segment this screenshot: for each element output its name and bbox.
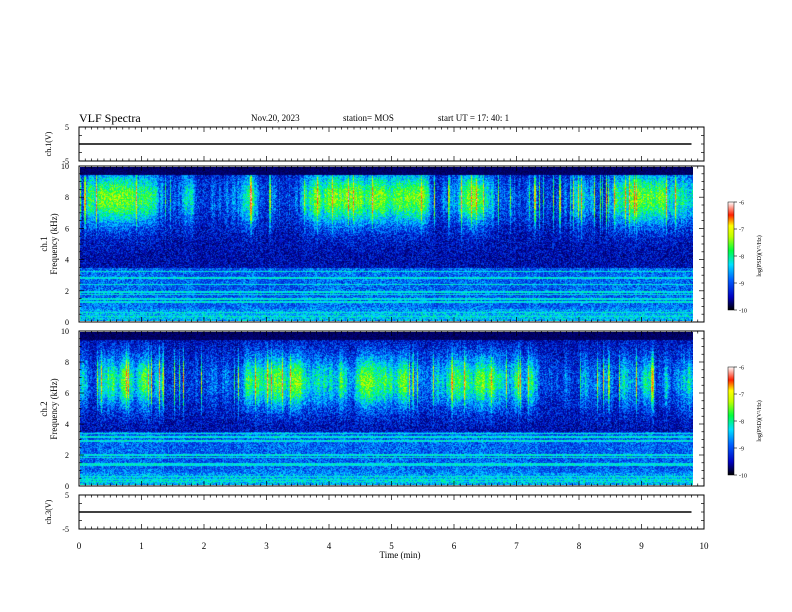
x-tick-label: 0	[77, 541, 82, 551]
y-tick-label: 8	[65, 358, 69, 367]
y-tick-label: 4	[65, 420, 69, 429]
colorbar-tick-label: -8	[739, 420, 744, 426]
x-tick-label: 4	[327, 541, 332, 551]
ch2-colorbar-label: log(PSD)(V²/Hz)	[756, 400, 763, 441]
ch1-colorbar	[727, 201, 735, 311]
ch1-ytick-bottom: -5	[62, 157, 69, 166]
y-tick-label: 6	[65, 224, 69, 233]
ch2-ylabel-line2: Frequency (kHz)	[49, 378, 59, 439]
date-label: Nov.20, 2023	[251, 113, 300, 123]
colorbar-tick-label: -6	[739, 201, 744, 207]
x-tick-label: 2	[202, 541, 207, 551]
y-tick-label: 10	[61, 162, 69, 171]
y-tick-label: 2	[65, 451, 69, 460]
time-axis-label: Time (min)	[380, 550, 421, 560]
colorbar-tick-label: -7	[739, 393, 744, 399]
ch2-colorbar	[727, 366, 735, 476]
spectrogram-ch2	[80, 332, 693, 485]
colorbar-tick-label: -6	[739, 366, 744, 372]
chart-title: VLF Spectra	[79, 111, 141, 125]
y-tick-label: 2	[65, 287, 69, 296]
colorbar-tick-label: -9	[739, 447, 744, 453]
y-tick-label: 0	[65, 482, 69, 491]
ch1-voltage-panel: 5 -5 ch.1(V)	[44, 123, 705, 166]
x-tick-label: 6	[452, 541, 457, 551]
x-tick-label: 8	[577, 541, 582, 551]
y-tick-label: 4	[65, 256, 69, 265]
x-tick-label: 7	[514, 541, 519, 551]
ch1-ylabel-line2: Frequency (kHz)	[49, 213, 59, 274]
ch1-colorbar-label: log(PSD)(V²/Hz)	[756, 235, 763, 276]
y-tick-label: 8	[65, 193, 69, 202]
x-tick-label: 10	[700, 541, 710, 551]
ch1-spectrogram-frame	[78, 165, 705, 323]
ch3-ytick-bottom: -5	[62, 525, 69, 534]
start-time-label: start UT = 17: 40: 1	[438, 113, 510, 123]
colorbar-tick-label: -9	[739, 282, 744, 288]
x-tick-label: 3	[264, 541, 269, 551]
y-tick-label: 10	[61, 327, 69, 336]
ch1-voltage-ylabel: ch.1(V)	[44, 131, 53, 156]
ch1-spectrogram-panel: 0 2 4 6 8 10 ch.1 Frequency (kHz) -6 -7 -8 -9 -10…	[39, 162, 763, 327]
ch3-voltage-ylabel: ch.3(V)	[44, 499, 53, 524]
colorbar-tick-label: -7	[739, 228, 744, 234]
colorbar-tick-label: -10	[739, 309, 747, 315]
ch3-ytick-top: 5	[65, 491, 69, 500]
time-axis: 0 1 2 3 4 5 6 7 8 9 10	[77, 127, 709, 551]
colorbar-tick-label: -8	[739, 255, 744, 261]
y-tick-label: 6	[65, 389, 69, 398]
ch2-ylabel-line1: ch.2	[39, 401, 49, 416]
x-tick-label: 5	[389, 541, 394, 551]
x-tick-label: 9	[639, 541, 644, 551]
x-tick-label: 1	[139, 541, 144, 551]
spectrogram-ch1	[80, 167, 693, 321]
ch2-spectrogram-panel: 0 2 4 6 8 10 ch.2 Frequency (kHz) -6 -7 -8 -9 -10…	[39, 327, 763, 491]
ch1-ylabel-line1: ch.1	[39, 236, 49, 251]
y-tick-label: 0	[65, 318, 69, 327]
colorbar-tick-label: -10	[739, 474, 747, 480]
station-label: station= MOS	[343, 113, 394, 123]
ch2-spectrogram-frame	[78, 330, 705, 487]
ch1-ytick-top: 5	[65, 123, 69, 132]
ch3-voltage-panel: 5 -5 ch.3(V)	[44, 491, 705, 534]
